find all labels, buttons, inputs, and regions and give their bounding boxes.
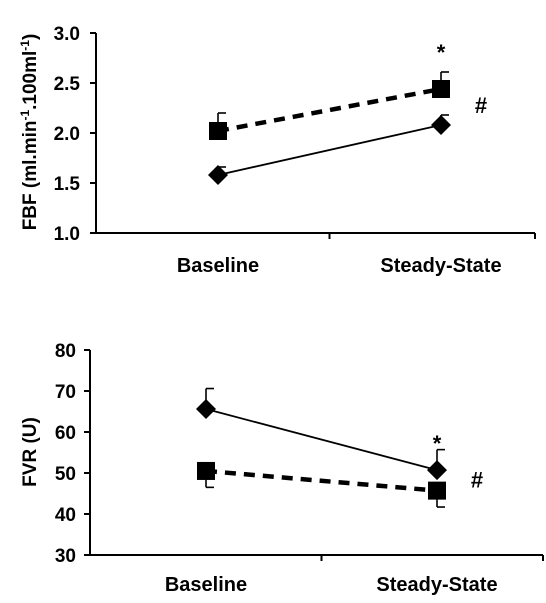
y-axis-label: FBF (ml.min-1.100ml-1) [18,34,41,231]
fvr-chart: 30 40 50 60 70 80 Baseline Steady-State FVR (U) *… [20,341,543,596]
y-axis-label: FVR (U) [20,417,41,487]
square-marker [432,80,450,98]
dashed-series-line [206,471,437,491]
y-axis-label-sup2: -1 [18,40,32,51]
y-tick-label: 3.0 [54,24,80,45]
y-tick-label: 60 [55,423,76,444]
y-tick-label: 2.5 [54,74,81,95]
square-marker [428,482,446,500]
y-tick-label: 50 [55,464,76,485]
fbf-chart: 1.0 1.5 2.0 2.5 3.0 Baseline Steady-State FBF (… [18,24,535,277]
hash-annotation: # [471,468,483,493]
asterisk-annotation: * [433,431,442,456]
solid-series-line [218,125,441,175]
y-tick-label: 80 [55,341,76,362]
hash-annotation: # [475,93,487,118]
y-tick-label: 40 [55,505,76,526]
y-tick-label: 1.0 [54,224,80,245]
diamond-marker [196,399,216,419]
square-marker [197,462,215,480]
x-category-label: Steady-State [380,255,501,277]
x-category-label: Steady-State [376,574,497,596]
asterisk-annotation: * [437,40,446,65]
y-axis-label-main: FBF (ml.min [20,121,41,231]
series-square [197,462,446,507]
y-tick-label: 70 [55,382,76,403]
diamond-marker [208,165,228,185]
y-axis-label-sup1: -1 [18,110,32,121]
solid-series-line [206,409,437,470]
y-tick-label: 1.5 [54,174,81,195]
dashed-series-line [218,89,441,131]
y-axis-label-mid: .100ml [20,51,41,110]
y-axis-label-end: ) [20,34,41,40]
diamond-marker [427,460,447,480]
x-category-label: Baseline [165,574,247,596]
y-tick-label: 2.0 [54,124,80,145]
y-axis-label-main: FVR (U) [20,417,41,487]
series-square [209,72,450,140]
x-category-label: Baseline [177,255,259,277]
square-marker [209,122,227,140]
y-tick-label: 30 [55,546,76,567]
series-diamond [196,389,447,481]
diamond-marker [431,115,451,135]
